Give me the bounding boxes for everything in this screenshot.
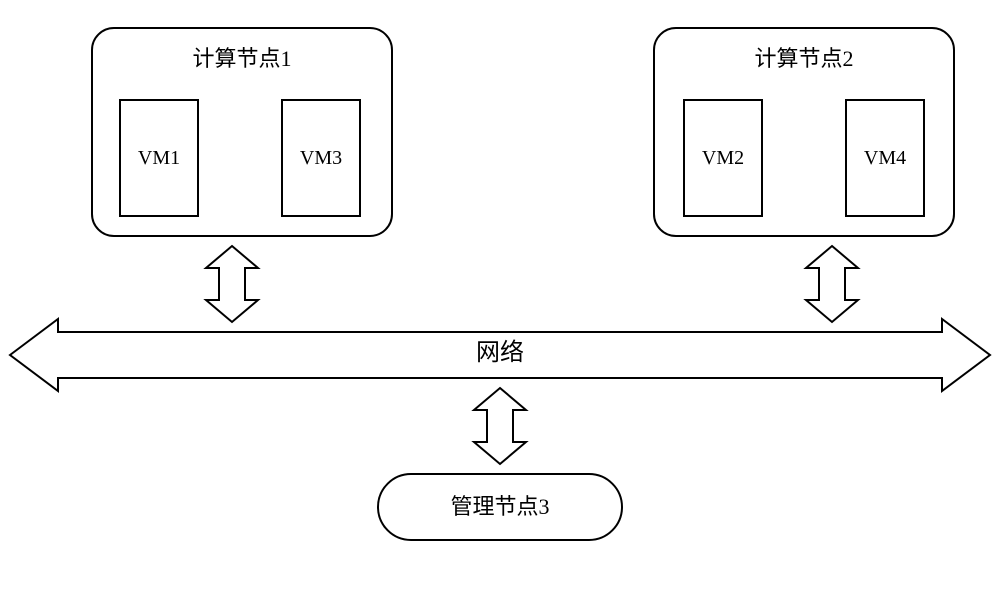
arrow-node1-network [206, 246, 258, 322]
arrow-node2-network [806, 246, 858, 322]
arrow-network-mgmt [474, 388, 526, 464]
compute-node-2-title: 计算节点2 [754, 46, 853, 71]
vm2-label: VM2 [702, 147, 744, 169]
compute-node-1-title: 计算节点1 [192, 46, 291, 71]
vm3-label: VM3 [300, 147, 342, 169]
mgmt-node-label: 管理节点3 [450, 494, 549, 519]
vm4-label: VM4 [864, 147, 906, 169]
network-label: 网络 [476, 339, 524, 366]
vm1-label: VM1 [138, 147, 180, 169]
